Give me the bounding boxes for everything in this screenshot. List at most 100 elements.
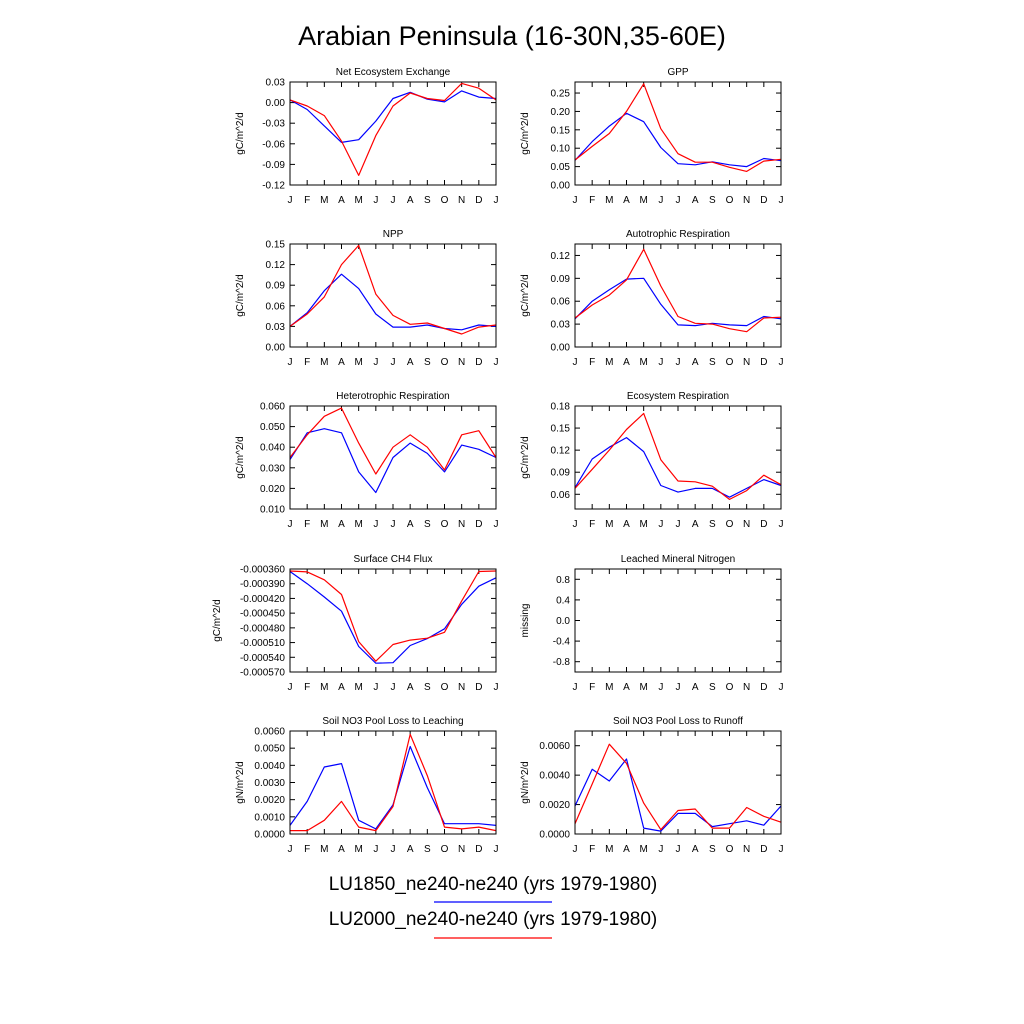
y-tick-label: 0.020 xyxy=(260,484,285,495)
x-tick-label: A xyxy=(338,357,345,368)
x-tick-label: F xyxy=(304,682,310,693)
x-tick-label: A xyxy=(338,844,345,855)
y-tick-label: 0.00 xyxy=(551,343,571,354)
x-tick-label: O xyxy=(726,844,734,855)
panels: Net Ecosystem Exchange gC/m^2/d 0.03 0.00 -0… xyxy=(212,67,784,855)
y-tick-label: 0.0060 xyxy=(254,727,285,738)
x-tick-label: J xyxy=(288,357,293,368)
x-tick-label: J xyxy=(779,195,784,206)
x-tick-label: A xyxy=(623,682,630,693)
y-axis-label: missing xyxy=(520,604,531,638)
y-tick-label: 0.050 xyxy=(260,422,285,433)
x-tick-label: S xyxy=(424,357,431,368)
y-tick-label: 0.00 xyxy=(266,98,286,109)
x-tick-label: D xyxy=(475,682,482,693)
x-tick-label: M xyxy=(605,195,613,206)
x-tick-label: M xyxy=(605,357,613,368)
y-tick-label: 0.15 xyxy=(551,125,571,136)
y-tick-label: 0.00 xyxy=(266,343,286,354)
x-tick-label: J xyxy=(658,195,663,206)
x-tick-label: A xyxy=(338,195,345,206)
y-tick-label: 0.18 xyxy=(551,402,571,413)
x-tick-label: F xyxy=(589,844,595,855)
y-tick-label: -0.09 xyxy=(262,160,285,171)
chart-title: Soil NO3 Pool Loss to Runoff xyxy=(613,716,743,727)
chart-title: Heterotrophic Respiration xyxy=(336,391,449,402)
x-tick-label: M xyxy=(354,682,362,693)
x-tick-label: J xyxy=(676,682,681,693)
y-tick-label: 0.0020 xyxy=(539,800,570,811)
x-tick-label: F xyxy=(304,844,310,855)
x-tick-label: J xyxy=(391,682,396,693)
chart-title: Net Ecosystem Exchange xyxy=(336,67,451,78)
y-tick-label: 0.010 xyxy=(260,505,285,516)
series-line-lu2000 xyxy=(574,412,782,500)
chart-panel: Leached Mineral Nitrogen missing 0.8 0.4 0.0… xyxy=(520,554,784,693)
chart-panel: Heterotrophic Respiration gC/m^2/d 0.060 0.… xyxy=(235,391,499,530)
x-tick-label: S xyxy=(424,682,431,693)
x-tick-label: N xyxy=(458,195,465,206)
x-tick-label: J xyxy=(391,519,396,530)
x-tick-label: S xyxy=(424,844,431,855)
x-tick-label: M xyxy=(639,844,647,855)
y-axis-label: gC/m^2/d xyxy=(520,112,531,155)
plot-frame xyxy=(289,81,497,186)
x-tick-label: N xyxy=(743,195,750,206)
y-tick-label: 0.15 xyxy=(551,424,571,435)
x-tick-label: D xyxy=(475,357,482,368)
y-tick-label: 0.25 xyxy=(551,89,571,100)
y-tick-label: 0.040 xyxy=(260,443,285,454)
y-axis-label: gC/m^2/d xyxy=(235,112,246,155)
y-tick-label: 0.0000 xyxy=(254,830,285,841)
plot-frame xyxy=(574,243,782,348)
y-tick-label: 0.0040 xyxy=(254,761,285,772)
x-tick-label: J xyxy=(658,844,663,855)
x-tick-label: J xyxy=(573,844,578,855)
x-tick-label: M xyxy=(605,519,613,530)
x-tick-label: A xyxy=(407,195,414,206)
y-tick-label: -0.000570 xyxy=(240,668,285,679)
x-tick-label: D xyxy=(475,195,482,206)
chart-title: NPP xyxy=(383,229,404,240)
x-tick-label: J xyxy=(494,682,499,693)
y-axis-label: gC/m^2/d xyxy=(212,599,223,642)
y-tick-label: 0.4 xyxy=(556,595,570,606)
x-tick-label: M xyxy=(639,519,647,530)
x-tick-label: M xyxy=(639,682,647,693)
y-tick-label: 0.0020 xyxy=(254,795,285,806)
x-tick-label: J xyxy=(676,357,681,368)
series-line-lu1850 xyxy=(289,273,497,331)
x-tick-label: N xyxy=(458,519,465,530)
x-tick-label: A xyxy=(407,519,414,530)
x-tick-label: A xyxy=(623,844,630,855)
y-tick-label: 0.03 xyxy=(266,78,286,89)
y-tick-label: -0.000420 xyxy=(240,594,285,605)
y-tick-label: 0.09 xyxy=(551,274,571,285)
chart-panel: Soil NO3 Pool Loss to Leaching gN/m^2/d 0.… xyxy=(235,716,499,855)
x-tick-label: J xyxy=(779,844,784,855)
x-tick-label: O xyxy=(726,682,734,693)
y-tick-label: 0.8 xyxy=(556,575,570,586)
x-tick-label: J xyxy=(391,844,396,855)
chart-panel: Autotrophic Respiration gC/m^2/d 0.12 0.09 0… xyxy=(520,229,784,368)
plot-frame xyxy=(574,568,782,673)
plot-frame xyxy=(574,405,782,510)
x-tick-label: M xyxy=(639,195,647,206)
chart-panel: Net Ecosystem Exchange gC/m^2/d 0.03 0.00 -0… xyxy=(235,67,499,206)
series-line-lu1850 xyxy=(289,90,497,143)
y-tick-label: -0.000360 xyxy=(240,565,285,576)
series-line-lu2000 xyxy=(289,570,497,662)
x-tick-label: F xyxy=(304,195,310,206)
x-tick-label: D xyxy=(475,844,482,855)
x-tick-label: S xyxy=(709,195,716,206)
x-tick-label: N xyxy=(458,357,465,368)
chart-panel: Ecosystem Respiration gC/m^2/d 0.18 0.15 0.1… xyxy=(520,391,784,530)
x-tick-label: J xyxy=(494,195,499,206)
x-tick-label: J xyxy=(494,357,499,368)
x-tick-label: J xyxy=(373,682,378,693)
y-axis-label: gN/m^2/d xyxy=(235,761,246,804)
x-tick-label: O xyxy=(441,519,449,530)
